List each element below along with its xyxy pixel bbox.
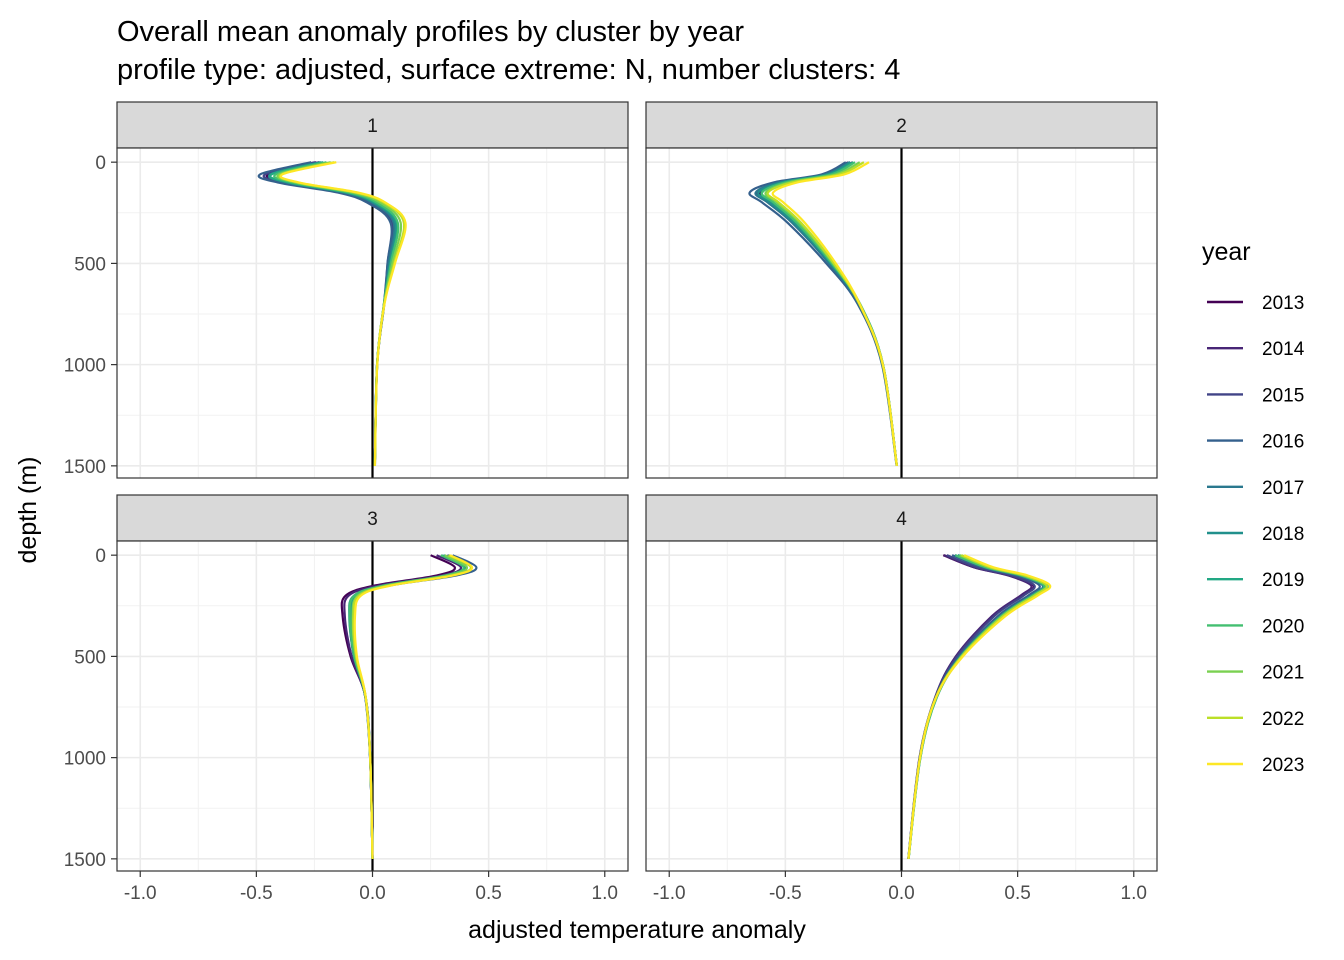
legend-item: 2013 [1207, 293, 1304, 314]
legend-item: 2022 [1207, 709, 1304, 730]
series-lines [257, 148, 407, 478]
legend-label: 2020 [1262, 616, 1304, 637]
facet-panels: 1 2 3 4 [116, 101, 1158, 872]
y-tick-label: 500 [74, 254, 106, 275]
panel-1: 1 [116, 101, 629, 479]
panel-border [116, 147, 629, 479]
chart-title: Overall mean anomaly profiles by cluster… [117, 16, 744, 48]
facet-strip [116, 101, 629, 149]
legend-item: 2023 [1207, 755, 1304, 776]
series-line-2023 [771, 161, 898, 467]
legend-label: 2019 [1262, 570, 1304, 591]
chart-subtitle: profile type: adjusted, surface extreme:… [117, 54, 900, 86]
panel-2: 2 [645, 101, 1158, 479]
facet-strip-label: 1 [367, 116, 378, 137]
y-tick-label: 500 [74, 647, 106, 668]
x-tick-label: 1.0 [592, 883, 618, 904]
panel-border [645, 147, 1158, 479]
legend-label: 2017 [1262, 478, 1304, 499]
legend-title: year [1202, 238, 1251, 266]
y-tick-label: 0 [95, 546, 106, 567]
legend-item: 2018 [1207, 524, 1304, 545]
legend-label: 2022 [1262, 709, 1304, 730]
legend-label: 2015 [1262, 385, 1304, 406]
legend: year 2013 2014 2015 2016 2017 2018 2019 2020 202… [1202, 238, 1305, 776]
y-axes: 0 500 1000 1500 0 500 1000 1500 [64, 153, 117, 871]
y-tick-label: 0 [95, 153, 106, 174]
legend-item: 2015 [1207, 385, 1304, 406]
series-line-2023 [279, 161, 407, 466]
panel-4: 4 [645, 494, 1158, 872]
x-tick-label: -1.0 [124, 883, 157, 904]
x-tick-label: 0.5 [475, 883, 501, 904]
x-axis-label: adjusted temperature anomaly [468, 916, 806, 944]
legend-item: 2014 [1207, 339, 1305, 360]
legend-label: 2021 [1262, 663, 1304, 684]
x-tick-label: -1.0 [653, 883, 686, 904]
y-axis-label: depth (m) [14, 457, 42, 564]
legend-label: 2018 [1262, 524, 1304, 545]
legend-item: 2016 [1207, 432, 1304, 453]
facet-strip-label: 3 [367, 509, 378, 530]
x-tick-label: -0.5 [240, 883, 273, 904]
facet-strip-label: 2 [896, 116, 907, 137]
legend-items: 2013 2014 2015 2016 2017 2018 2019 2020 2021 2022… [1207, 293, 1305, 776]
series-lines [900, 541, 1052, 871]
legend-label: 2014 [1262, 339, 1305, 360]
y-tick-label: 1000 [64, 749, 106, 770]
x-tick-label: 1.0 [1121, 883, 1147, 904]
facet-strip [116, 494, 629, 542]
legend-label: 2023 [1262, 755, 1304, 776]
series-line-2023 [353, 554, 474, 859]
x-tick-label: 0.5 [1004, 883, 1030, 904]
legend-label: 2013 [1262, 293, 1304, 314]
y-tick-label: 1500 [64, 850, 106, 871]
facet-strip-label: 4 [896, 509, 907, 530]
y-tick-label: 1500 [64, 457, 106, 478]
series-lines [748, 148, 903, 478]
x-axes: -1.0 -0.5 0.0 0.5 1.0 -1.0 -0.5 0.0 0.5 1.0 [124, 871, 1147, 904]
legend-item: 2017 [1207, 478, 1304, 499]
legend-item: 2019 [1207, 570, 1304, 591]
legend-item: 2021 [1207, 663, 1304, 684]
facet-strip [645, 494, 1158, 542]
x-tick-label: 0.0 [359, 883, 385, 904]
panel-3: 3 [116, 494, 629, 872]
legend-item: 2020 [1207, 616, 1304, 637]
series-lines [340, 541, 478, 871]
series-line-2023 [907, 554, 1052, 860]
y-tick-label: 1000 [64, 356, 106, 377]
x-tick-label: -0.5 [769, 883, 802, 904]
x-tick-label: 0.0 [888, 883, 914, 904]
legend-label: 2016 [1262, 432, 1304, 453]
